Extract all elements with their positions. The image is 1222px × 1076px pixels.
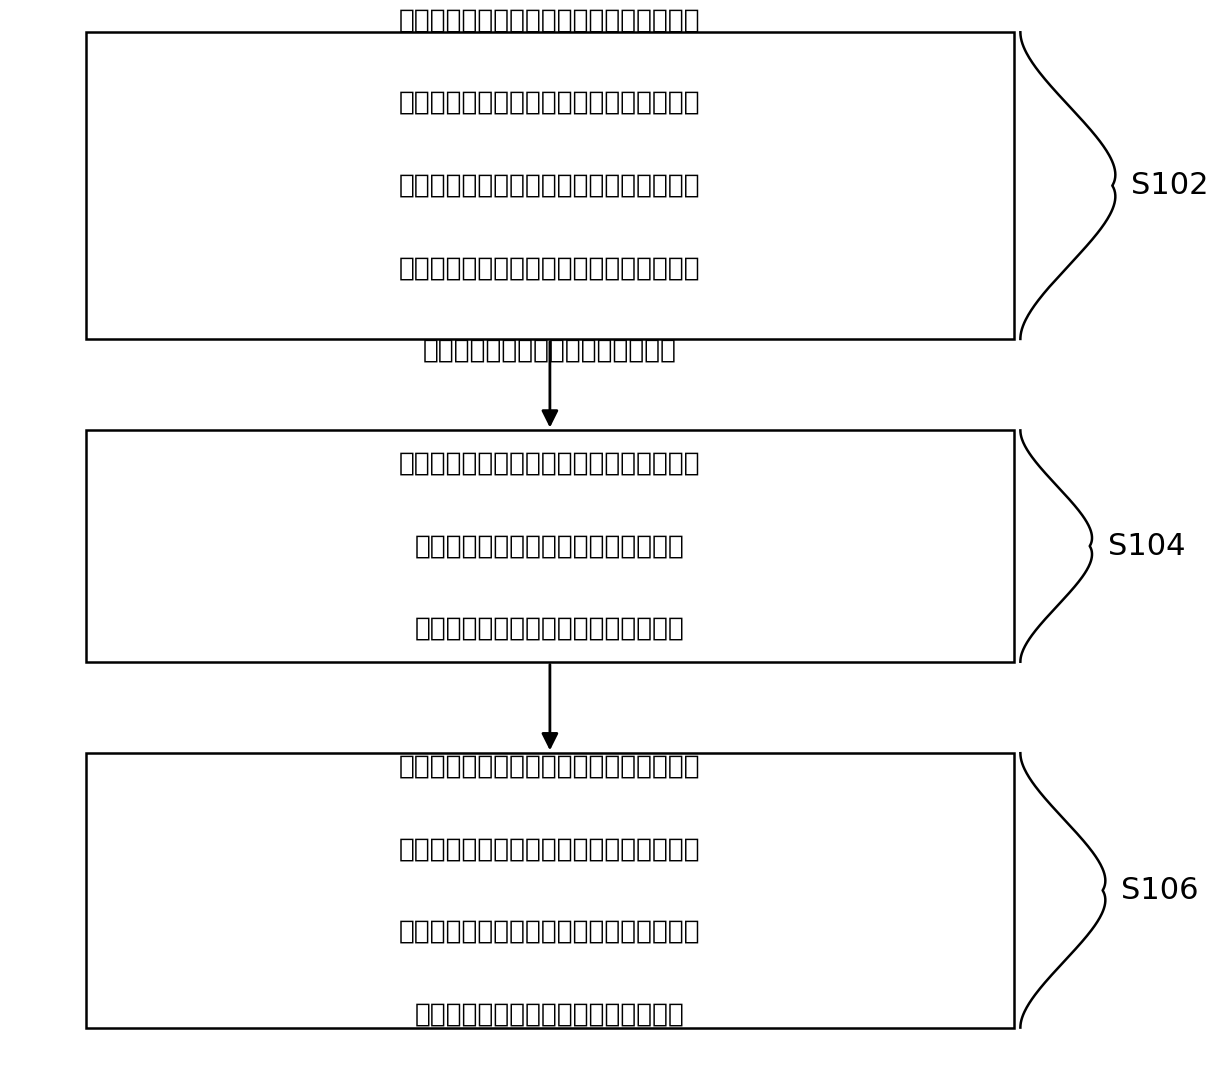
Text: 获取空调器的被配置的送风模式，其中，送: 获取空调器的被配置的送风模式，其中，送 [400,451,700,477]
Text: 息的时间要求，或者，第一条件用于指示目: 息的时间要求，或者，第一条件用于指示目 [400,255,700,281]
Text: 标对象在区域内的位置变化符合阈值: 标对象在区域内的位置变化符合阈值 [423,338,677,364]
Text: S102: S102 [1130,171,1209,200]
Text: 合第二预定条件的情况下，根据获取到的当: 合第二预定条件的情况下，根据获取到的当 [400,836,700,862]
Text: 根据预先配置的第一条件获取目标对象在空: 根据预先配置的第一条件获取目标对象在空 [400,8,700,33]
Text: 对象，或者空调器的出风避开目标对象: 对象，或者空调器的出风避开目标对象 [415,615,684,641]
Text: 在获取到的目标对象的当前位置发生改变符: 在获取到的目标对象的当前位置发生改变符 [400,753,700,779]
Bar [86,32,1014,339]
Bar [86,430,1014,662]
Text: 一条件用于指示获取目标对象的当前位置信: 一条件用于指示获取目标对象的当前位置信 [400,172,700,199]
Text: 号，并根据控制信号调整空调器的送风: 号，并根据控制信号调整空调器的送风 [415,1002,684,1028]
Text: S106: S106 [1121,876,1199,905]
Bar [86,753,1014,1028]
Text: S104: S104 [1108,532,1185,561]
Text: 风模式用于指示空调器的出风跟随目标: 风模式用于指示空调器的出风跟随目标 [415,533,684,560]
Text: 调器所在区域内的当前位置信息，其中，第: 调器所在区域内的当前位置信息，其中，第 [400,90,700,116]
Text: 前位置信息和被配置的送风模式生成控制信: 前位置信息和被配置的送风模式生成控制信 [400,919,700,945]
